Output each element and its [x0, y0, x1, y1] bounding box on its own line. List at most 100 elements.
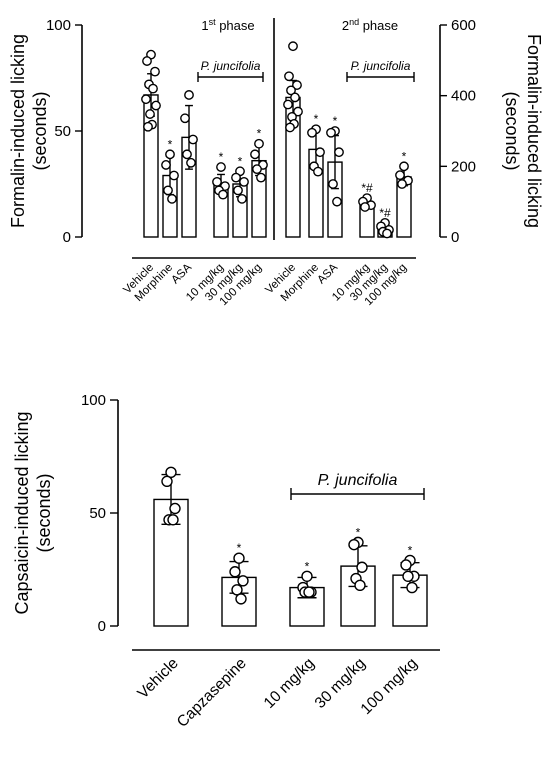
phase-label-text: phase — [216, 18, 255, 33]
capsaicin-capzasepine-point — [229, 566, 241, 578]
phase-label: 2nd phase — [342, 17, 398, 33]
formalin-right-tick-label: 200 — [451, 158, 476, 175]
formalin-vehicle-point — [283, 99, 293, 110]
formalin-vehicle-point — [148, 83, 158, 94]
formalin-30-mg-kg-point — [239, 176, 249, 187]
formalin-30-mg-kg-significance: *# — [379, 206, 391, 220]
phase-bracket-label: P. juncifolia — [351, 59, 411, 73]
formalin-asa-point — [332, 196, 342, 207]
capsaicin-y-axis-title-line: (seconds) — [34, 473, 54, 552]
capsaicin-30-mg-kg-point — [354, 579, 366, 592]
formalin-10-mg-kg-point — [218, 189, 228, 200]
formalin-morphine-point — [167, 193, 177, 204]
formalin-morphine-point — [307, 127, 317, 138]
formalin-vehicle-point — [292, 80, 302, 90]
formalin-vehicle-point — [150, 66, 160, 77]
formalin-category-label: ASA — [169, 261, 194, 286]
formalin-100-mg-kg-point — [399, 161, 409, 172]
capsaicin-100-mg-kg-point — [406, 581, 418, 594]
formalin-morphine-point — [165, 149, 175, 160]
phase-bracket-label: P. juncifolia — [201, 59, 261, 73]
formalin-asa-point — [182, 149, 192, 160]
capsaicin-100-mg-kg-significance: * — [408, 543, 413, 557]
capsaicin-vehicle-point — [169, 502, 181, 515]
formalin-10-mg-kg-point — [212, 176, 222, 187]
formalin-asa-point — [186, 157, 196, 168]
formalin-100-mg-kg-point — [250, 149, 260, 160]
formalin-10-mg-kg-significance: *# — [361, 181, 373, 195]
capsaicin-10-mg-kg-point — [301, 570, 313, 582]
capsaicin-30-mg-kg-significance: * — [356, 525, 361, 539]
formalin-10-mg-kg-point — [360, 202, 370, 212]
formalin-asa-point — [180, 113, 190, 124]
formalin-morphine-significance: * — [168, 137, 173, 151]
formalin-morphine-point — [161, 160, 171, 170]
formalin-vehicle-point — [290, 92, 300, 103]
formalin-100-mg-kg-point — [395, 170, 405, 181]
capsaicin-capzasepine-point — [233, 552, 245, 564]
formalin-right-tick-label: 400 — [451, 88, 476, 105]
formalin-morphine-point — [315, 147, 325, 158]
formalin-right-tick-label: 0 — [451, 229, 459, 246]
formalin-asa-point — [326, 127, 336, 138]
formalin-left-tick-label: 50 — [54, 123, 71, 140]
formalin-100-mg-kg-point — [252, 164, 262, 175]
formalin-right-axis-title-line: Formalin-induced licking — [524, 34, 544, 228]
formalin-right-axis-title-line: (seconds) — [502, 91, 522, 170]
formalin-morphine-point — [313, 166, 323, 177]
formalin-morphine-point — [163, 185, 173, 196]
formalin-vehicle-point — [285, 122, 295, 133]
formalin-morphine-significance: * — [314, 112, 319, 126]
capsaicin-capzasepine-point — [235, 593, 247, 605]
capsaicin-capzasepine-significance: * — [237, 541, 242, 555]
formalin-vehicle-point — [141, 94, 151, 105]
capsaicin-capzasepine-point — [237, 575, 249, 587]
formalin-100-mg-kg-significance: * — [402, 149, 407, 163]
formalin-right-tick-label: 600 — [451, 17, 476, 34]
capsaicin-y-tick-label: 0 — [98, 618, 106, 635]
phase-label-number: 1 — [201, 18, 208, 33]
capsaicin-bracket-label: P. juncifolia — [318, 472, 398, 489]
phase-label: 1st phase — [201, 17, 254, 33]
formalin-100-mg-kg-point — [397, 179, 407, 189]
capsaicin-30-mg-kg-point — [348, 538, 360, 551]
formalin-left-tick-label: 0 — [63, 229, 71, 246]
capsaicin-100-mg-kg-point — [400, 559, 412, 571]
formalin-30-mg-kg-point — [231, 172, 241, 183]
formalin-left-axis-title-line: Formalin-induced licking — [8, 34, 28, 228]
capsaicin-vehicle-point — [161, 475, 173, 488]
capsaicin-category-label: Vehicle — [134, 655, 181, 702]
formalin-vehicle-point — [145, 109, 155, 119]
formalin-100-mg-kg-point — [254, 138, 264, 149]
phase-label-superscript: st — [209, 17, 217, 27]
capsaicin-vehicle-point — [167, 514, 179, 526]
formalin-left-tick-label: 100 — [46, 17, 71, 34]
formalin-vehicle-point — [293, 106, 303, 117]
capsaicin-100-mg-kg-point — [402, 570, 414, 582]
capsaicin-y-tick-label: 50 — [89, 505, 106, 522]
formalin-vehicle-point — [151, 100, 161, 111]
capsaicin-y-axis-title: Capsaicin-induced licking (seconds) — [12, 411, 54, 614]
formalin-asa-point — [188, 134, 198, 145]
formalin-30-mg-kg-point — [382, 228, 392, 239]
formalin-left-axis-title-line: (seconds) — [30, 91, 50, 170]
capsaicin-y-axis-title-line: Capsaicin-induced licking — [12, 411, 32, 614]
formalin-10-mg-kg-point — [216, 162, 226, 172]
formalin-vehicle-point — [142, 56, 152, 66]
formalin-asa-point — [328, 179, 338, 189]
formalin-category-label: ASA — [315, 261, 340, 286]
formalin-vehicle-point — [288, 41, 298, 52]
capsaicin-category-label: Capzasepine — [174, 655, 250, 731]
formalin-asa-significance: * — [333, 114, 338, 128]
formalin-left-axis-title: Formalin-induced licking (seconds) — [8, 34, 50, 228]
phase-label-text: phase — [359, 18, 398, 33]
capsaicin-10-mg-kg-significance: * — [305, 559, 310, 573]
formalin-10-mg-kg-significance: * — [219, 150, 224, 164]
capsaicin-10-mg-kg-point — [303, 586, 315, 598]
phase-label-superscript: nd — [349, 17, 359, 27]
capsaicin-category-label: 10 mg/kg — [261, 655, 318, 712]
formalin-asa-point — [334, 147, 344, 158]
formalin-asa-point — [184, 90, 194, 100]
formalin-30-mg-kg-point — [233, 185, 243, 196]
